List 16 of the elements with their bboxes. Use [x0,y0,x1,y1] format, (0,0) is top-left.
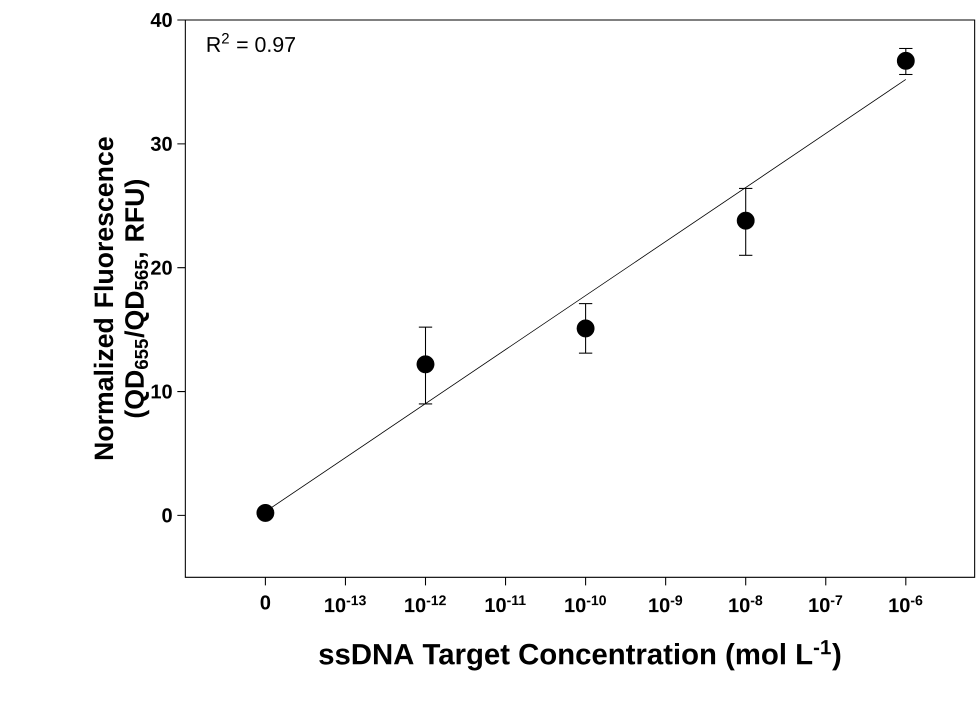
x-tick-label: 10$^{-11}$ [486,595,526,612]
x-tick-label: 10$^{-9}$ [649,595,682,612]
x-tick-label: 10$^{-8}$ [729,595,762,612]
x-tick-label: 10$^{-10}$ [565,595,606,612]
y-tick-label: 10 [152,384,172,398]
y-tick-label: 40 [150,12,172,27]
y-tick-label: 20 [151,260,172,275]
x-tick-label: 10$^{-12}$ [405,595,446,612]
x-tick-label: 10$^{-6}$ [889,595,922,612]
x-tick-label: 10$^{-7}$ [809,595,842,612]
y-tick-label: 0 [162,508,172,522]
annotation: R$^{2}$ = 0.97 [208,32,295,52]
x-tick-label: 0 [260,595,270,610]
x-tick-label: 10$^{-13}$ [325,595,366,612]
y-tick-label: 30 [150,136,172,151]
x-axis-title: ssDNA Target Concentration (mol L$^{-1}$) [319,640,840,670]
